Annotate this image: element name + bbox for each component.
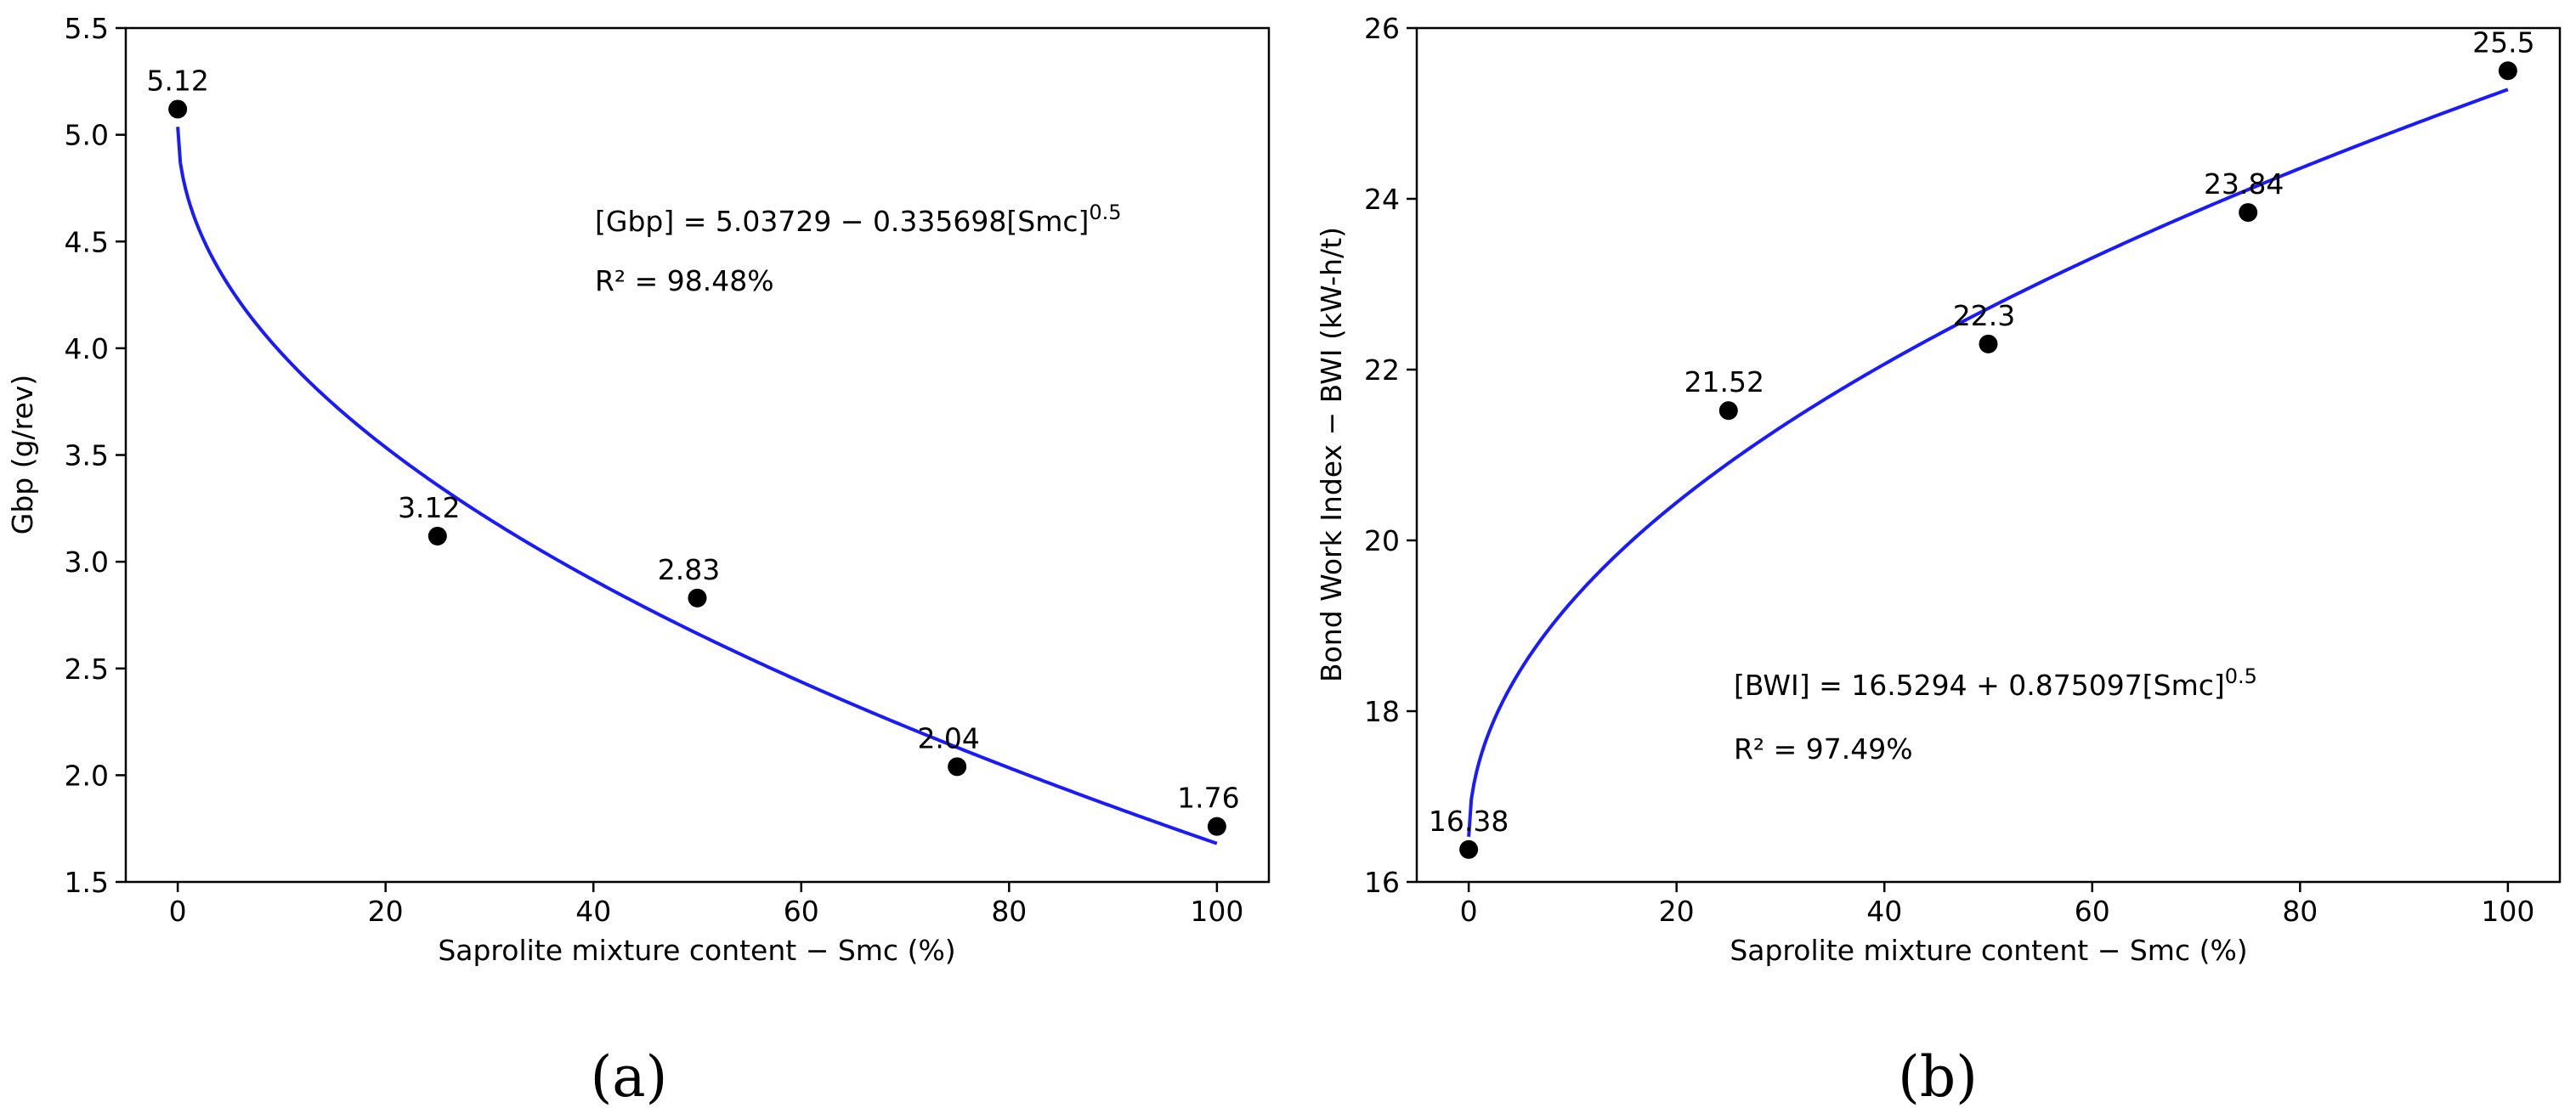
chart-a-ytick-label: 3.5: [65, 439, 109, 472]
chart-b-ticks: 0 20 40 60 80 100 16 18 20 22 24 26: [1364, 12, 2534, 928]
chart-a-ytick-label: 3.0: [65, 545, 109, 579]
chart-b-point-label: 23.84: [2204, 167, 2284, 201]
chart-b-xtick-label: 0: [1460, 895, 1478, 928]
chart-b-xtick-label: 80: [2282, 895, 2318, 928]
chart-a-ytick-label: 2.0: [65, 759, 109, 792]
chart-a-ticks: 0 20 40 60 80 100 1.5 2.0 2.5 3.0 3.5 4.0 4.5 5.0 5.5: [65, 12, 1244, 928]
chart-a-xtick-label: 0: [169, 895, 187, 928]
chart-b-point: [2239, 203, 2258, 223]
chart-b-point: [1718, 401, 1738, 421]
chart-a-point: [1207, 817, 1226, 836]
chart-b-ytick-label: 16: [1364, 866, 1400, 899]
chart-b-xtick-label: 20: [1659, 895, 1695, 928]
chart-a-point: [688, 588, 707, 608]
chart-b-point-label: 22.3: [1953, 299, 2015, 332]
chart-b-ytick-label: 26: [1364, 12, 1400, 45]
chart-a-ytick-label: 1.5: [65, 866, 109, 899]
chart-a-ylabel: Gbp (g/rev): [6, 375, 39, 534]
chart-a-point: [168, 99, 188, 119]
chart-a-r2: R² = 98.48%: [595, 264, 774, 297]
chart-a-xtick-label: 40: [575, 895, 611, 928]
chart-b-equation-text: [BWI] = 16.5294 + 0.875097[Smc]: [1734, 669, 2225, 702]
chart-b-point: [2498, 61, 2517, 81]
chart-b-point-label: 25.5: [2472, 25, 2534, 59]
chart-a-ytick-label: 2.5: [65, 653, 109, 686]
chart-b-xtick-label: 60: [2075, 895, 2110, 928]
chart-a-point-labels: 5.12 3.12 2.83 2.04 1.76: [146, 64, 1239, 814]
chart-b-xlabel: Saprolite mixture content − Smc (%): [1730, 934, 2247, 967]
chart-b-ytick-label: 18: [1364, 695, 1400, 728]
chart-b-point-label: 21.52: [1684, 365, 1764, 398]
chart-b-ytick-label: 20: [1364, 524, 1400, 557]
chart-b-panel-label: (b): [1898, 1044, 1978, 1110]
chart-b-point: [1459, 839, 1479, 859]
chart-a-xtick-label: 60: [784, 895, 819, 928]
chart-b-ylabel: Bond Work Index − BWI (kW-h/t): [1315, 227, 1348, 682]
chart-a-point-label: 5.12: [146, 64, 208, 97]
chart-a-equation-text: [Gbp] = 5.03729 − 0.335698[Smc]: [595, 205, 1089, 238]
chart-a-equation: [Gbp] = 5.03729 − 0.335698[Smc]0.5: [595, 201, 1122, 238]
chart-b-equation: [BWI] = 16.5294 + 0.875097[Smc]0.5: [1734, 664, 2257, 702]
chart-a-xtick-label: 80: [991, 895, 1027, 928]
chart-a-xlabel: Saprolite mixture content − Smc (%): [438, 934, 955, 967]
chart-a-panel-label: (a): [591, 1044, 668, 1110]
chart-a-xtick-label: 100: [1190, 895, 1243, 928]
chart-b-equation-exponent: 0.5: [2225, 664, 2257, 688]
chart-a-fit-curve: [176, 127, 1218, 845]
chart-b-ytick-label: 22: [1364, 353, 1400, 387]
chart-b-points: [1459, 61, 2517, 859]
chart-a-equation-exponent: 0.5: [1089, 201, 1121, 224]
chart-b-r2: R² = 97.49%: [1734, 732, 1913, 766]
chart-a-plot-frame: [124, 26, 1271, 884]
chart-b-xtick-label: 100: [2481, 895, 2534, 928]
chart-a-xtick-label: 20: [368, 895, 404, 928]
chart-b: 0 20 40 60 80 100 16 18 20 22 24 26 16.38 21.52 22.3 2…: [1315, 12, 2562, 1110]
chart-b-plot-frame: [1415, 26, 2562, 884]
chart-a-point-label: 2.83: [658, 553, 720, 586]
chart-a-point: [427, 526, 447, 545]
chart-b-xtick-label: 40: [1866, 895, 1902, 928]
chart-a-point-label: 1.76: [1177, 782, 1239, 815]
chart-a-points: [168, 99, 1226, 836]
chart-a-point: [948, 757, 967, 777]
chart-a-ytick-label: 4.5: [65, 225, 109, 258]
chart-b-point-labels: 16.38 21.52 22.3 23.84 25.5: [1429, 25, 2535, 838]
chart-a-ytick-label: 5.5: [65, 12, 109, 45]
chart-b-point-label: 16.38: [1429, 805, 1509, 838]
chart-b-point: [1979, 334, 1998, 353]
chart-a-point-label: 3.12: [398, 491, 460, 524]
chart-a: 0 20 40 60 80 1001.52.02.53.03.54.04.55.05.5 …: [6, 12, 1271, 1110]
chart-a-ytick-label: 5.0: [65, 119, 109, 152]
chart-b-ytick-label: 24: [1364, 183, 1400, 216]
chart-a-ytick-label: 4.0: [65, 332, 109, 365]
chart-a-point-label: 2.04: [917, 721, 979, 754]
chart-b-fit-curve: [1467, 88, 2509, 837]
